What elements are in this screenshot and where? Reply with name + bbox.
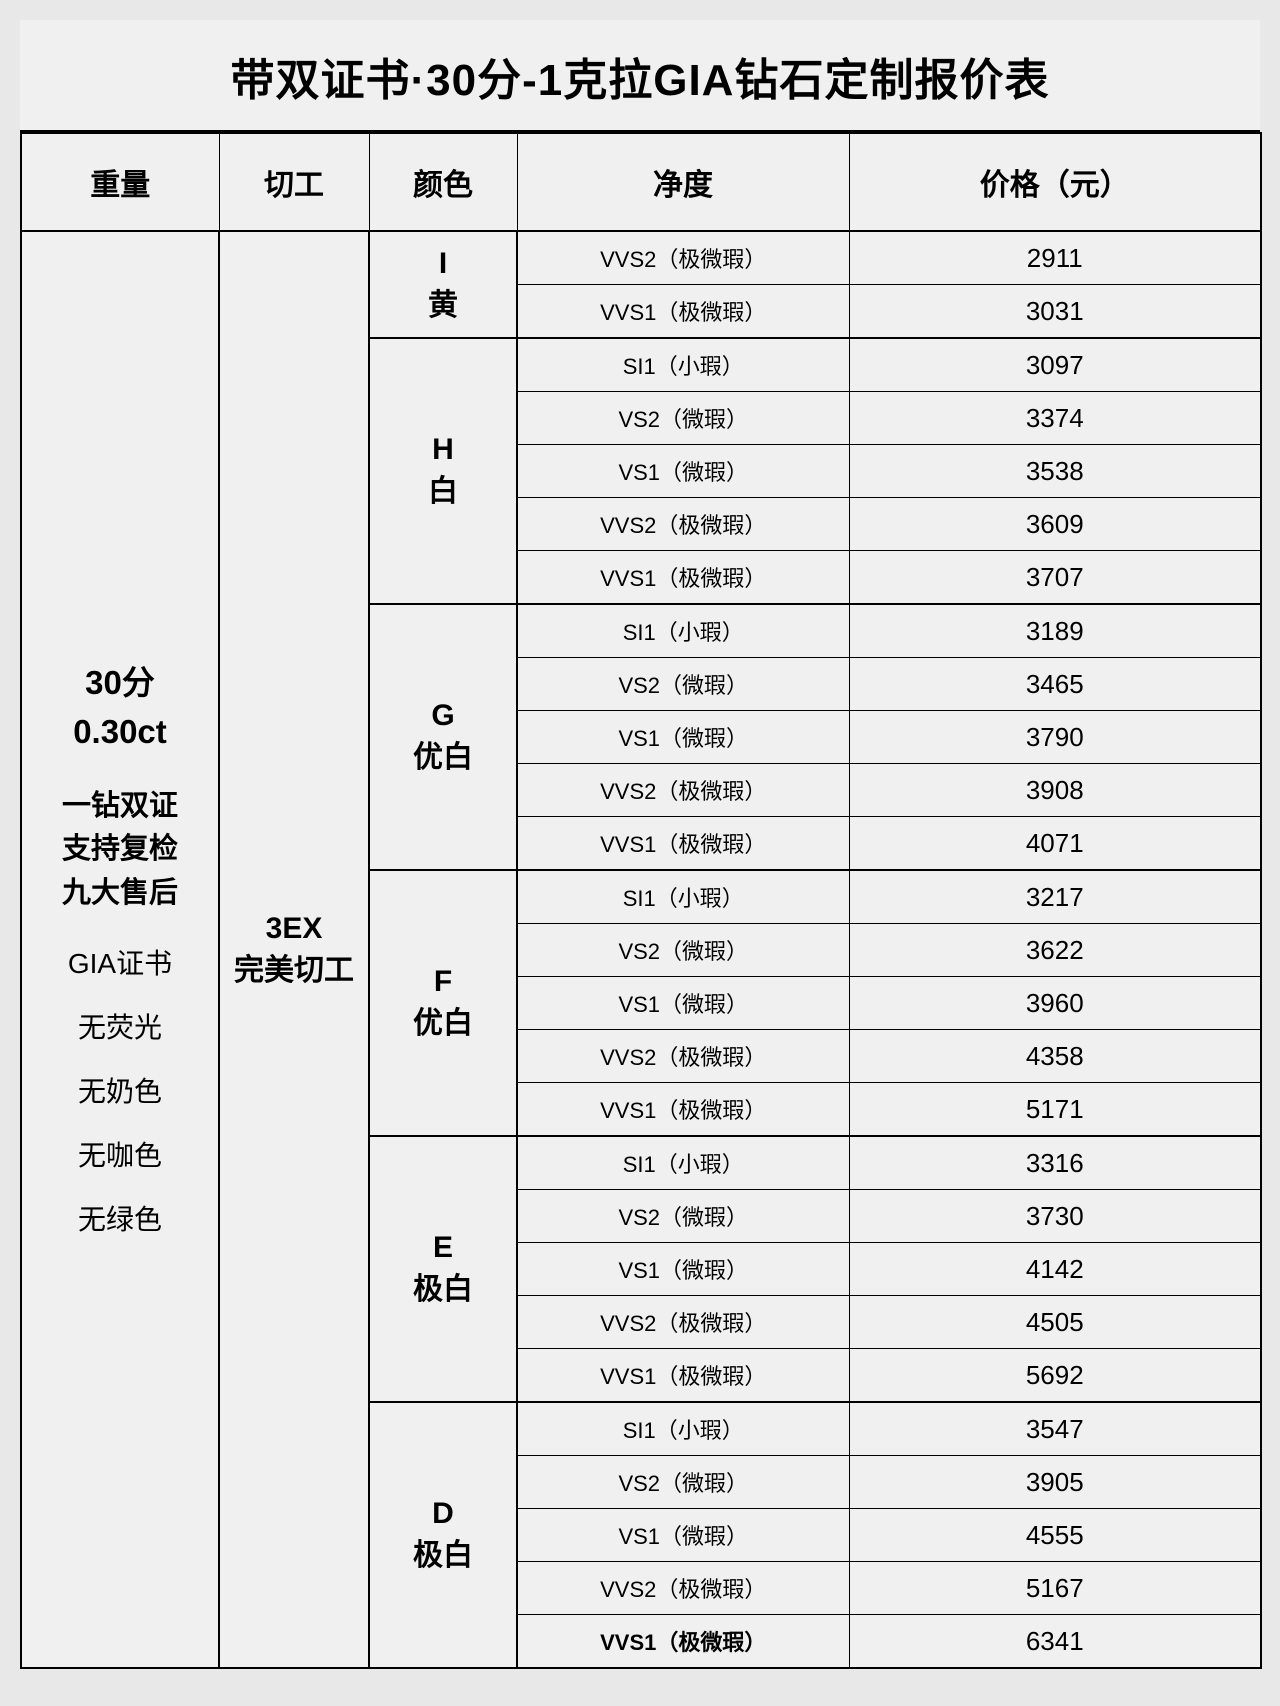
clarity-cell: VS2（微瑕） xyxy=(517,392,849,445)
price-cell: 3465 xyxy=(849,658,1261,711)
price-cell: 3790 xyxy=(849,711,1261,764)
price-cell: 5167 xyxy=(849,1562,1261,1615)
price-cell: 3547 xyxy=(849,1402,1261,1456)
price-cell: 3905 xyxy=(849,1456,1261,1509)
clarity-cell: VS2（微瑕） xyxy=(517,1456,849,1509)
clarity-cell: VVS2（极微瑕） xyxy=(517,231,849,285)
clarity-cell: VVS2（极微瑕） xyxy=(517,1030,849,1083)
clarity-cell: VS1（微瑕） xyxy=(517,445,849,498)
cut-cell: 3EX完美切工 xyxy=(219,231,369,1668)
clarity-cell: VVS1（极微瑕） xyxy=(517,817,849,871)
price-cell: 3374 xyxy=(849,392,1261,445)
clarity-cell: VVS1（极微瑕） xyxy=(517,285,849,339)
price-cell: 3730 xyxy=(849,1190,1261,1243)
price-cell: 3217 xyxy=(849,870,1261,924)
clarity-cell: VS2（微瑕） xyxy=(517,658,849,711)
price-cell: 3707 xyxy=(849,551,1261,605)
weight-ct: 0.30ct xyxy=(73,707,167,757)
price-cell: 4142 xyxy=(849,1243,1261,1296)
table-body: 30分0.30ct一钻双证支持复检九大售后GIA证书无荧光无奶色无咖色无绿色3E… xyxy=(21,231,1261,1668)
page-title: 带双证书·30分-1克拉GIA钻石定制报价表 xyxy=(20,20,1260,132)
price-cell: 3316 xyxy=(849,1136,1261,1190)
weight-main: 30分 xyxy=(85,658,155,708)
clarity-cell: VS2（微瑕） xyxy=(517,1190,849,1243)
clarity-cell: SI1（小瑕） xyxy=(517,604,849,658)
color-cell: D极白 xyxy=(369,1402,517,1668)
clarity-cell: VS1（微瑕） xyxy=(517,711,849,764)
price-cell: 3097 xyxy=(849,338,1261,392)
color-cell: H白 xyxy=(369,338,517,604)
table-header-row: 重量 切工 颜色 净度 价格（元） xyxy=(21,133,1261,231)
header-clarity: 净度 xyxy=(517,133,849,231)
clarity-cell: SI1（小瑕） xyxy=(517,1402,849,1456)
clarity-cell: VVS2（极微瑕） xyxy=(517,1296,849,1349)
color-cell: I黄 xyxy=(369,231,517,338)
price-cell: 3622 xyxy=(849,924,1261,977)
price-cell: 3908 xyxy=(849,764,1261,817)
header-price: 价格（元） xyxy=(849,133,1261,231)
clarity-cell: VVS1（极微瑕） xyxy=(517,1349,849,1403)
clarity-cell: VS1（微瑕） xyxy=(517,1509,849,1562)
clarity-cell: VVS2（极微瑕） xyxy=(517,1562,849,1615)
clarity-cell: VS1（微瑕） xyxy=(517,1243,849,1296)
clarity-cell: SI1（小瑕） xyxy=(517,870,849,924)
price-cell: 6341 xyxy=(849,1615,1261,1669)
price-cell: 4555 xyxy=(849,1509,1261,1562)
clarity-cell: VVS2（极微瑕） xyxy=(517,498,849,551)
clarity-cell: SI1（小瑕） xyxy=(517,338,849,392)
color-cell: F优白 xyxy=(369,870,517,1136)
price-cell: 4358 xyxy=(849,1030,1261,1083)
clarity-cell: VVS1（极微瑕） xyxy=(517,551,849,605)
color-cell: G优白 xyxy=(369,604,517,870)
price-cell: 3609 xyxy=(849,498,1261,551)
price-cell: 5171 xyxy=(849,1083,1261,1137)
header-color: 颜色 xyxy=(369,133,517,231)
price-cell: 3538 xyxy=(849,445,1261,498)
price-cell: 2911 xyxy=(849,231,1261,285)
price-sheet: 带双证书·30分-1克拉GIA钻石定制报价表 重量 切工 颜色 净度 价格（元）… xyxy=(20,20,1260,1669)
clarity-cell: SI1（小瑕） xyxy=(517,1136,849,1190)
header-cut: 切工 xyxy=(219,133,369,231)
price-cell: 4505 xyxy=(849,1296,1261,1349)
clarity-cell: VS1（微瑕） xyxy=(517,977,849,1030)
price-cell: 3960 xyxy=(849,977,1261,1030)
clarity-cell: VVS2（极微瑕） xyxy=(517,764,849,817)
price-cell: 3189 xyxy=(849,604,1261,658)
header-weight: 重量 xyxy=(21,133,219,231)
weight-cell: 30分0.30ct一钻双证支持复检九大售后GIA证书无荧光无奶色无咖色无绿色 xyxy=(21,231,219,1668)
price-cell: 5692 xyxy=(849,1349,1261,1403)
clarity-cell: VVS1（极微瑕） xyxy=(517,1615,849,1669)
price-cell: 4071 xyxy=(849,817,1261,871)
price-table: 重量 切工 颜色 净度 价格（元） 30分0.30ct一钻双证支持复检九大售后G… xyxy=(20,132,1262,1669)
clarity-cell: VVS1（极微瑕） xyxy=(517,1083,849,1137)
table-row: 30分0.30ct一钻双证支持复检九大售后GIA证书无荧光无奶色无咖色无绿色3E… xyxy=(21,231,1261,285)
color-cell: E极白 xyxy=(369,1136,517,1402)
clarity-cell: VS2（微瑕） xyxy=(517,924,849,977)
price-cell: 3031 xyxy=(849,285,1261,339)
